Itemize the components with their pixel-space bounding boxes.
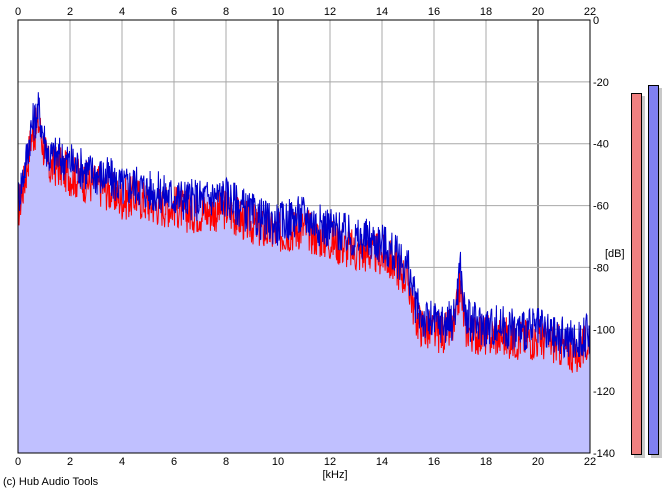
plot-frame (17, 19, 591, 454)
x-tick-label-bottom: 4 (119, 456, 125, 468)
x-tick-label-bottom: 22 (584, 456, 596, 468)
x-tick-label-top: 20 (532, 6, 544, 18)
y-tick-label: -40 (593, 139, 609, 151)
x-tick-labels-bottom: 0 2 4 6 8 10 12 14 16 18 20 22 (15, 456, 596, 468)
x-tick-label-top: 22 (584, 6, 596, 18)
x-axis-label: [kHz] (322, 469, 347, 481)
x-tick-label-bottom: 0 (15, 456, 21, 468)
x-tick-label-bottom: 18 (480, 456, 492, 468)
x-tick-label-top: 16 (428, 6, 440, 18)
series-line-1 (17, 92, 591, 359)
spectrum-area (18, 92, 590, 453)
x-tick-label-bottom: 20 (532, 456, 544, 468)
y-tick-label: -80 (593, 262, 609, 274)
y-tick-label: 0 (593, 15, 599, 27)
y-tick-label: -120 (593, 386, 615, 398)
y-tick-labels: 0 -20 -40 -60 -80 -100 -120 -140 (593, 15, 615, 460)
x-tick-label-top: 18 (480, 6, 492, 18)
x-tick-label-bottom: 12 (324, 456, 336, 468)
y-tick-label: -140 (593, 448, 615, 460)
level-meter-right (648, 85, 659, 455)
x-tick-label-bottom: 6 (171, 456, 177, 468)
x-tick-label-bottom: 14 (376, 456, 388, 468)
x-tick-label-top: 8 (223, 6, 229, 18)
series-lines (17, 92, 591, 373)
x-tick-label-top: 6 (171, 6, 177, 18)
spectrum-fill (18, 92, 590, 453)
x-tick-labels-top: 0 2 4 6 8 10 12 14 16 18 20 22 (15, 6, 596, 18)
y-axis-label: [dB] (605, 248, 625, 260)
x-tick-label-bottom: 10 (272, 456, 284, 468)
x-tick-label-top: 12 (324, 6, 336, 18)
y-tick-label: -20 (593, 77, 609, 89)
copyright-text: (c) Hub Audio Tools (3, 476, 99, 488)
y-tick-label: -60 (593, 201, 609, 213)
y-tick-label: -100 (593, 324, 615, 336)
x-tick-label-top: 2 (67, 6, 73, 18)
x-tick-label-bottom: 2 (67, 456, 73, 468)
x-tick-label-bottom: 16 (428, 456, 440, 468)
x-tick-label-top: 0 (15, 6, 21, 18)
x-tick-label-top: 4 (119, 6, 125, 18)
x-tick-label-top: 10 (272, 6, 284, 18)
level-meter-left (631, 93, 642, 455)
x-tick-label-top: 14 (376, 6, 388, 18)
x-tick-label-bottom: 8 (223, 456, 229, 468)
